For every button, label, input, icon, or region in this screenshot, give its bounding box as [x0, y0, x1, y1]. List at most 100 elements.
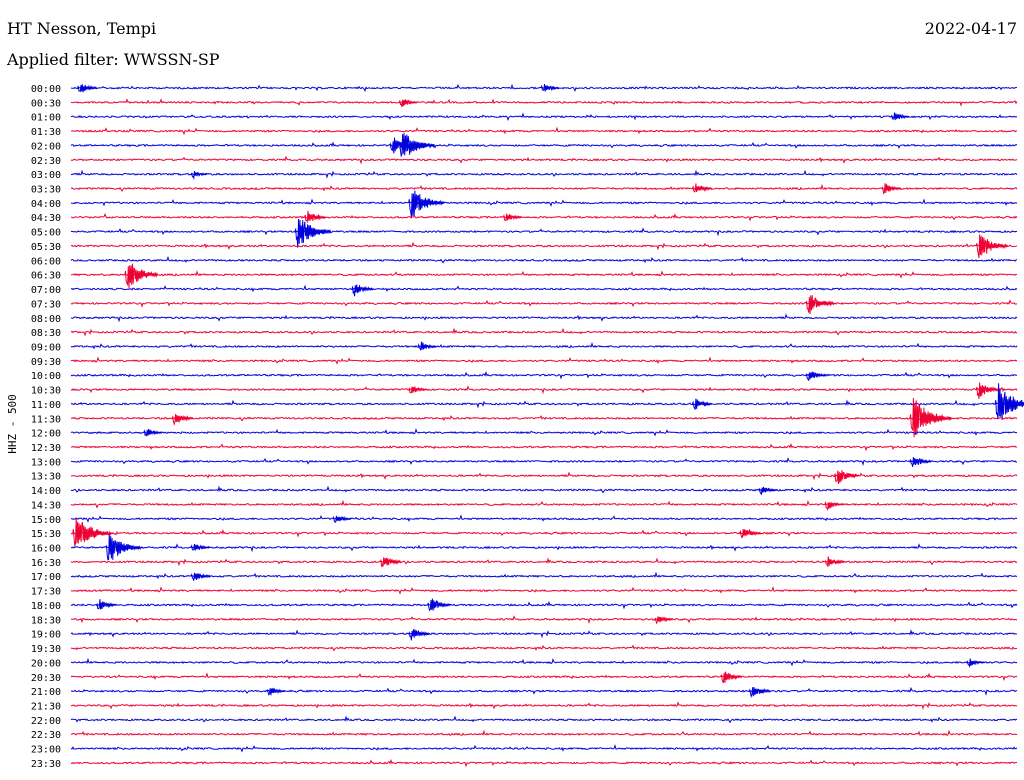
event-waveform [190, 170, 208, 180]
time-label: 18:30 [31, 615, 61, 626]
event-waveform [502, 213, 522, 222]
trace-line [70, 385, 1018, 395]
trace-line [71, 413, 1018, 422]
trace-line [70, 141, 1018, 150]
trace-line [70, 499, 1018, 509]
trace-line [70, 758, 1018, 768]
event-waveform [266, 687, 286, 696]
time-label: 11:00 [31, 400, 61, 411]
event-waveform [190, 572, 212, 581]
event-waveform [105, 534, 142, 561]
event-waveform [540, 84, 560, 92]
time-label: 10:00 [31, 371, 61, 382]
trace-line [70, 672, 1018, 682]
trace-line [70, 701, 1018, 710]
time-label: 07:00 [31, 285, 61, 296]
trace-line [71, 126, 1018, 136]
record-date: 2022-04-17 [924, 19, 1017, 38]
event-waveform [171, 413, 194, 426]
event-waveform [417, 341, 437, 351]
time-label: 20:30 [31, 673, 61, 684]
event-waveform [975, 382, 1002, 399]
trace-line [70, 629, 1018, 639]
time-label: 22:30 [31, 730, 61, 741]
time-label: 09:30 [31, 357, 61, 368]
trace-line [70, 341, 1018, 350]
trace-line [70, 471, 1018, 481]
time-label: 16:30 [31, 558, 61, 569]
time-label: 02:30 [31, 156, 61, 167]
trace-line [70, 715, 1018, 724]
event-waveform [739, 528, 762, 539]
time-label: 03:00 [31, 170, 61, 181]
event-waveform [805, 295, 835, 314]
event-waveform [805, 371, 826, 381]
time-label: 23:30 [31, 759, 61, 770]
event-waveform [304, 210, 326, 224]
trace-line [70, 644, 1018, 652]
event-waveform [758, 486, 778, 496]
time-label: 07:30 [31, 299, 61, 310]
trace-line [70, 227, 1018, 237]
time-label: 15:30 [31, 529, 61, 540]
event-waveform [398, 99, 418, 108]
event-waveform [654, 616, 674, 625]
event-waveform [408, 190, 445, 218]
event-waveform [966, 658, 986, 668]
time-label: 20:00 [31, 658, 61, 669]
event-waveform [190, 544, 210, 551]
trace-line [70, 356, 1018, 365]
time-label: 04:30 [31, 213, 61, 224]
event-waveform [720, 671, 743, 683]
time-label: 00:00 [31, 84, 61, 95]
time-label: 04:00 [31, 199, 61, 210]
time-label: 12:30 [31, 443, 61, 454]
filter-label: Applied filter: WWSSN-SP [7, 50, 220, 69]
event-waveform [975, 234, 1009, 258]
event-waveform [909, 457, 932, 468]
trace-line [70, 112, 1018, 121]
trace-line [70, 155, 1018, 165]
trace-line [70, 183, 1018, 192]
time-label: 13:30 [31, 472, 61, 483]
time-label: 15:00 [31, 515, 61, 526]
time-label: 06:00 [31, 256, 61, 267]
time-label: 16:00 [31, 544, 61, 555]
trace-line [70, 600, 1018, 610]
event-waveform [294, 218, 332, 248]
time-label: 17:00 [31, 572, 61, 583]
time-label: 08:00 [31, 314, 61, 325]
trace-line [71, 729, 1018, 737]
time-label: 21:00 [31, 687, 61, 698]
station-title: HT Nesson, Tempi [7, 19, 157, 38]
event-waveform [332, 515, 352, 523]
event-waveform [389, 137, 415, 154]
time-label: 01:30 [31, 127, 61, 138]
event-waveform [427, 598, 452, 612]
event-waveform [72, 517, 112, 547]
time-label: 02:00 [31, 141, 61, 152]
trace-line [70, 514, 1018, 523]
event-waveform [833, 470, 860, 485]
time-label: 23:00 [31, 745, 61, 756]
event-waveform [824, 556, 845, 568]
event-waveform [691, 183, 713, 193]
trace-line [70, 98, 1018, 107]
event-waveform [379, 557, 402, 568]
time-label: 14:30 [31, 500, 61, 511]
trace-line [70, 313, 1018, 323]
time-label: 17:30 [31, 587, 61, 598]
time-label: 03:30 [31, 185, 61, 196]
trace-line [70, 686, 1018, 696]
event-waveform [824, 500, 844, 511]
event-waveform [77, 84, 98, 93]
trace-line [70, 299, 1018, 308]
trace-line [70, 371, 1018, 380]
trace-line [70, 442, 1018, 452]
trace-line [70, 213, 1018, 222]
trace-line [70, 586, 1018, 595]
time-label: 00:30 [31, 98, 61, 109]
trace-line [71, 457, 1017, 466]
event-waveform [691, 398, 713, 411]
